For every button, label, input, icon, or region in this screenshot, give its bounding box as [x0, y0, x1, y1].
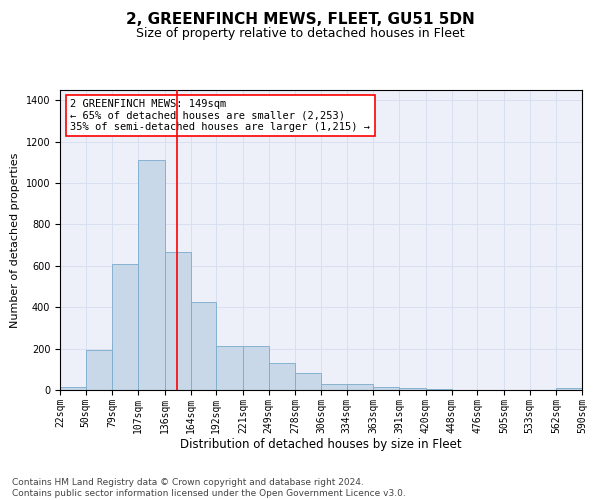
Bar — [243, 346, 269, 390]
Text: Contains HM Land Registry data © Crown copyright and database right 2024.
Contai: Contains HM Land Registry data © Crown c… — [12, 478, 406, 498]
Bar — [138, 160, 165, 390]
Bar — [86, 350, 112, 390]
Bar — [373, 387, 399, 390]
Bar — [399, 388, 426, 390]
Bar — [556, 388, 582, 390]
Text: 2 GREENFINCH MEWS: 149sqm
← 65% of detached houses are smaller (2,253)
35% of se: 2 GREENFINCH MEWS: 149sqm ← 65% of detac… — [70, 99, 370, 132]
Y-axis label: Number of detached properties: Number of detached properties — [10, 152, 20, 328]
Bar — [321, 384, 347, 390]
Bar — [191, 302, 216, 390]
Bar — [216, 346, 243, 390]
Bar — [60, 387, 86, 390]
Text: 2, GREENFINCH MEWS, FLEET, GU51 5DN: 2, GREENFINCH MEWS, FLEET, GU51 5DN — [125, 12, 475, 28]
Bar — [112, 264, 138, 390]
Text: Size of property relative to detached houses in Fleet: Size of property relative to detached ho… — [136, 28, 464, 40]
X-axis label: Distribution of detached houses by size in Fleet: Distribution of detached houses by size … — [180, 438, 462, 452]
Bar — [295, 374, 321, 390]
Bar — [269, 363, 295, 390]
Bar — [165, 252, 191, 390]
Bar — [426, 389, 452, 390]
Bar — [347, 384, 373, 390]
